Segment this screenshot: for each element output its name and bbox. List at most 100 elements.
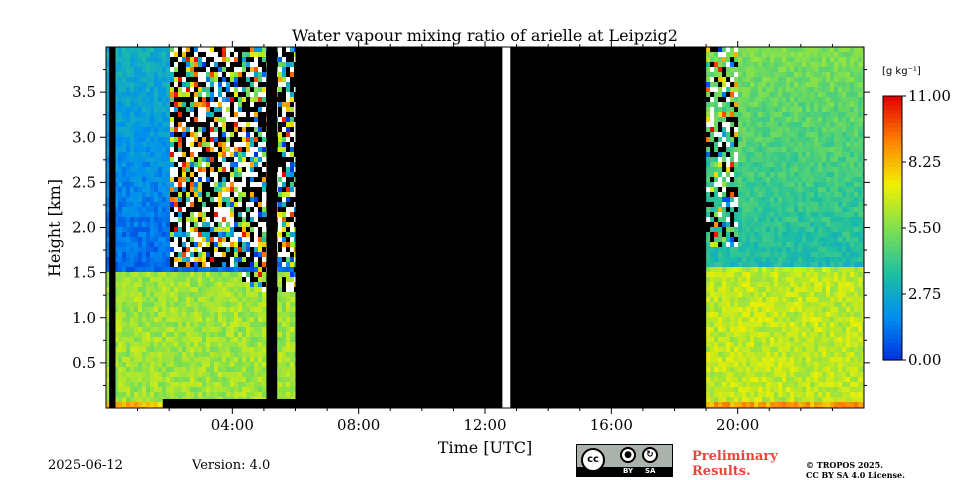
heatmap-cell <box>778 347 783 353</box>
heatmap-cell <box>258 317 263 323</box>
heatmap-cell <box>210 137 215 143</box>
heatmap-cell <box>190 202 195 208</box>
heatmap-cell <box>210 247 215 253</box>
heatmap-cell <box>114 292 119 298</box>
heatmap-cell <box>166 312 171 318</box>
heatmap-cell <box>142 337 147 343</box>
heatmap-cell <box>158 107 163 113</box>
heatmap-cell <box>262 327 267 333</box>
heatmap-cell <box>730 67 735 73</box>
heatmap-cell <box>722 362 727 368</box>
heatmap-cell <box>286 92 291 98</box>
heatmap-cell <box>134 137 139 143</box>
heatmap-cell <box>142 87 147 93</box>
heatmap-cell <box>770 72 775 78</box>
heatmap-cell <box>742 87 747 93</box>
heatmap-cell <box>730 357 735 363</box>
heatmap-cell <box>182 202 187 208</box>
heatmap-cell <box>174 87 179 93</box>
heatmap-cell <box>190 292 195 298</box>
heatmap-cell <box>230 147 235 153</box>
heatmap-cell <box>246 322 251 328</box>
heatmap-cell <box>774 57 779 63</box>
heatmap-cell <box>770 57 775 63</box>
heatmap-cell <box>286 197 291 203</box>
heatmap-cell <box>290 72 295 78</box>
heatmap-cell <box>170 142 175 148</box>
heatmap-cell <box>750 242 755 248</box>
heatmap-cell <box>118 192 123 198</box>
heatmap-cell <box>210 142 215 148</box>
heatmap-cell <box>214 322 219 328</box>
heatmap-cell <box>778 292 783 298</box>
heatmap-cell <box>262 157 267 163</box>
heatmap-cell <box>182 167 187 173</box>
heatmap-cell <box>778 227 783 233</box>
heatmap-cell <box>222 67 227 73</box>
heatmap-cell <box>758 132 763 138</box>
heatmap-cell <box>278 372 283 378</box>
heatmap-cell <box>250 67 255 73</box>
heatmap-cell <box>750 57 755 63</box>
heatmap-cell <box>286 362 291 368</box>
heatmap-cell <box>114 277 119 283</box>
heatmap-cell <box>230 317 235 323</box>
heatmap-cell <box>774 197 779 203</box>
heatmap-cell <box>722 397 727 403</box>
heatmap-cell <box>750 202 755 208</box>
heatmap-cell <box>154 47 159 53</box>
heatmap-cell <box>182 387 187 393</box>
heatmap-cell <box>226 207 231 213</box>
heatmap-cell <box>134 97 139 103</box>
heatmap-cell <box>258 62 263 68</box>
heatmap-cell <box>190 337 195 343</box>
heatmap-cell <box>118 237 123 243</box>
heatmap-cell <box>238 47 243 53</box>
heatmap-cell <box>710 242 715 248</box>
heatmap-cell <box>186 327 191 333</box>
heatmap-cell <box>218 327 223 333</box>
heatmap-cell <box>122 182 127 188</box>
heatmap-cell <box>762 172 767 178</box>
heatmap-cell <box>262 152 267 158</box>
heatmap-cell <box>126 252 131 258</box>
heatmap-cell <box>766 167 771 173</box>
heatmap-cell <box>750 302 755 308</box>
heatmap-cell <box>126 142 131 148</box>
heatmap-cell <box>106 387 111 393</box>
heatmap-cell <box>198 322 203 328</box>
heatmap-cell <box>130 62 135 68</box>
heatmap-cell <box>226 332 231 338</box>
heatmap-cell <box>726 347 731 353</box>
heatmap-cell <box>206 222 211 228</box>
heatmap-cell <box>198 127 203 133</box>
heatmap-cell <box>154 92 159 98</box>
heatmap-cell <box>118 337 123 343</box>
heatmap-cell <box>758 217 763 223</box>
heatmap-cell <box>770 87 775 93</box>
heatmap-cell <box>278 342 283 348</box>
heatmap-cell <box>146 332 151 338</box>
heatmap-cell <box>722 187 727 193</box>
heatmap-cell <box>782 377 787 383</box>
heatmap-cell <box>150 227 155 233</box>
heatmap-cell <box>778 62 783 68</box>
heatmap-cell <box>714 127 719 133</box>
heatmap-cell <box>746 402 751 408</box>
heatmap-cell <box>262 352 267 358</box>
heatmap-cell <box>746 257 751 263</box>
heatmap-cell <box>234 87 239 93</box>
heatmap-cell <box>738 302 743 308</box>
heatmap-cell <box>230 87 235 93</box>
heatmap-cell <box>170 247 175 253</box>
heatmap-cell <box>118 72 123 78</box>
heatmap-cell <box>290 312 295 318</box>
heatmap-cell <box>290 102 295 108</box>
heatmap-cell <box>758 92 763 98</box>
heatmap-cell <box>210 167 215 173</box>
heatmap-cell <box>190 222 195 228</box>
heatmap-cell <box>222 317 227 323</box>
heatmap-cell <box>178 362 183 368</box>
heatmap-cell <box>718 67 723 73</box>
heatmap-cell <box>166 252 171 258</box>
